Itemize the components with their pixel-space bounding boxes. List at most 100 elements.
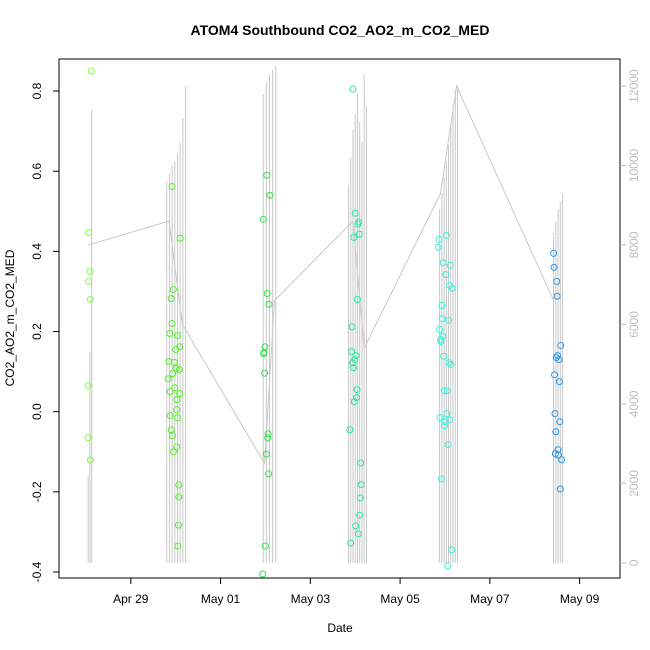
data-point [86,456,94,464]
data-point [349,364,357,372]
data-point [259,215,267,223]
data-point [168,320,176,328]
data-point [555,451,563,459]
data-point [442,231,450,239]
data-point [446,416,454,424]
data-point [166,412,174,420]
data-point [259,570,267,578]
data-point [261,542,269,550]
data-point [356,511,364,519]
data-point [556,485,564,493]
y-right-tick-label: 12000 [627,69,641,103]
data-point [168,182,176,190]
data-point [169,448,177,456]
data-point [445,316,453,324]
data-point [552,428,560,436]
data-point [350,233,358,241]
data-point [173,443,181,451]
y-tick-label: -0.2 [30,481,44,502]
data-point [554,446,562,454]
data-point [553,277,561,285]
data-point [352,522,360,530]
data-point [351,356,359,364]
data-point [437,475,445,483]
data-point [440,352,448,360]
data-point [173,332,181,340]
x-tick-label: May 05 [380,592,420,606]
data-point [176,234,184,242]
data-point [167,295,175,303]
data-point [86,267,94,275]
data-point [357,459,365,467]
data-point [553,292,561,300]
data-point [441,422,449,430]
data-point [448,284,456,292]
data-point [438,301,446,309]
y-axis-right: 0 2000 4000 6000 8000 10000 12000 [620,69,641,566]
x-tick-label: May 07 [470,592,510,606]
y-axis-left: -0.4 -0.2 0.0 0.2 0.4 0.6 0.8 [30,82,59,582]
y-right-tick-label: 6000 [627,311,641,338]
data-point [265,470,273,478]
data-point [355,218,363,226]
y-right-tick-label: 8000 [627,231,641,258]
data-point [435,235,443,243]
data-point [444,441,452,449]
data-point [266,191,274,199]
data-point [263,171,271,179]
data-point [173,414,181,422]
data-point [169,370,177,378]
y-tick-label: 0.4 [30,243,44,260]
data-point [85,277,93,285]
data-point [264,430,272,438]
y-right-tick-label: 10000 [627,148,641,182]
data-point [172,364,180,372]
x-tick-label: May 01 [201,592,241,606]
data-point [352,352,360,360]
data-point [165,358,173,366]
data-point [175,366,183,374]
y-tick-label: -0.4 [30,561,44,582]
x-axis-label: Date [327,621,353,635]
data-point [175,481,183,489]
data-point [550,371,558,379]
y-right-tick-label: 2000 [627,470,641,497]
y-tick-label: 0.8 [30,82,44,99]
data-point [550,263,558,271]
data-point [170,358,178,366]
data-point [84,382,92,390]
data-point [436,414,444,422]
data-point [175,493,183,501]
data-point [87,67,95,75]
data-point [166,330,174,338]
transit-line [88,84,555,466]
data-point [86,295,94,303]
data-point [174,542,182,550]
x-tick-label: Apr 29 [113,592,149,606]
data-point [346,426,354,434]
chart-title: ATOM4 Southbound CO2_AO2_m_CO2_MED [191,22,490,38]
data-point [555,378,563,386]
data-point [448,546,456,554]
data-point [263,289,271,297]
y-tick-label: 0.0 [30,403,44,420]
data-point [436,326,444,334]
data-point [176,390,184,398]
data-point [357,481,365,489]
y-right-tick-label: 0 [627,559,641,566]
data-point [166,388,174,396]
data-point [348,348,356,356]
x-axis: Apr 29 May 01 May 03 May 05 May 07 May 09 [113,578,600,606]
data-point [439,332,447,340]
data-point [176,343,184,351]
data-point [353,394,361,402]
data-point [169,285,177,293]
data-point [173,396,181,404]
data-point [349,85,357,93]
data-points [84,67,566,578]
data-point [444,562,452,570]
data-point [440,387,448,395]
data-point [356,494,364,502]
data-point [171,384,179,392]
data-point [353,386,361,394]
